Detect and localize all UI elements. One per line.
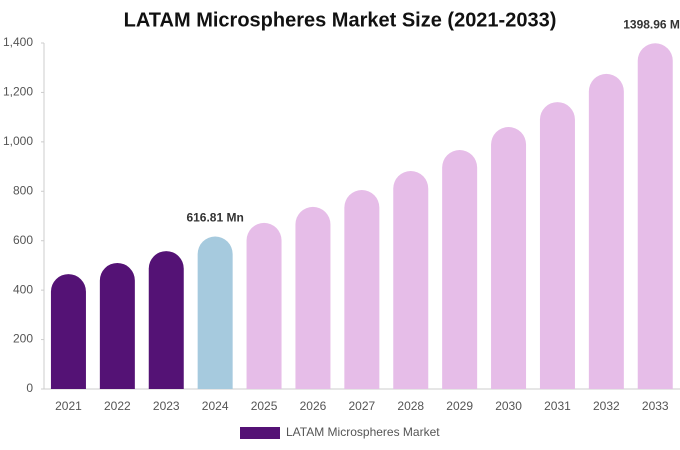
value-label: 1398.96 Mn [623,17,680,31]
chart-title: LATAM Microspheres Market Size (2021-203… [124,9,557,31]
x-tick-label: 2033 [642,399,669,413]
bar [491,127,527,389]
bar [99,262,135,389]
x-tick-label: 2026 [300,399,327,413]
x-tick-label: 2032 [593,399,620,413]
bar [246,222,282,389]
x-tick-label: 2029 [446,399,473,413]
x-tick-label: 2025 [251,399,278,413]
bar [344,190,380,389]
x-tick-label: 2027 [348,399,375,413]
bar [442,150,478,389]
value-label: 616.81 Mn [186,211,243,225]
x-tick-label: 2023 [153,399,180,413]
bar [393,171,429,389]
bar [148,251,184,389]
x-tick-label: 2021 [55,399,82,413]
x-tick-label: 2028 [397,399,424,413]
x-tick-label: 2022 [104,399,131,413]
bar [539,102,575,390]
bar [588,73,624,390]
bar [637,43,673,390]
legend-swatch [240,427,280,439]
y-tick-label: 400 [13,282,33,296]
y-tick-label: 800 [13,183,33,197]
bar [197,236,233,389]
y-tick-label: 1,400 [3,35,33,49]
x-tick-label: 2030 [495,399,522,413]
y-tick-label: 1,000 [3,134,33,148]
y-tick-label: 600 [13,233,33,247]
y-tick-label: 1,200 [3,85,33,99]
bar [295,206,331,389]
legend-label: LATAM Microspheres Market [286,425,440,439]
y-tick-label: 200 [13,332,33,346]
bar [50,274,86,389]
x-tick-label: 2024 [202,399,229,413]
y-tick-label: 0 [26,381,33,395]
x-tick-label: 2031 [544,399,571,413]
